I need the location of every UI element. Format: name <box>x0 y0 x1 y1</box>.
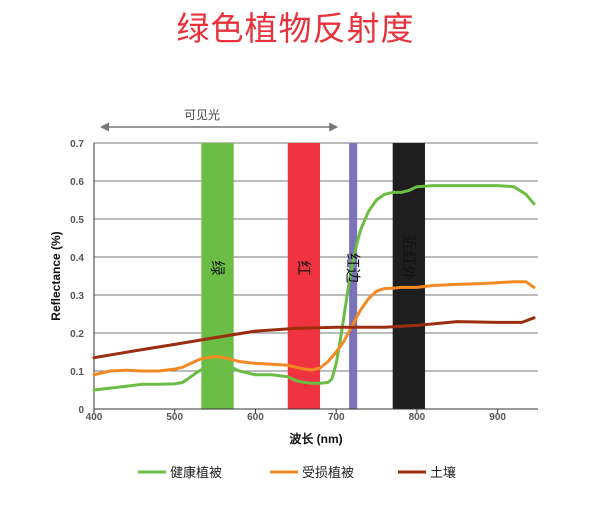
chart-title: 绿色植物反射度 <box>176 9 415 48</box>
y-tick-label: 0.4 <box>70 253 84 264</box>
legend: 健康植被 受损植被 土壤 <box>138 465 456 481</box>
y-axis-label: Reflectance (%) <box>49 231 63 320</box>
series-lines <box>92 184 536 392</box>
x-tick-label: 600 <box>247 412 264 423</box>
red-edge-band <box>349 143 358 409</box>
y-tick-label: 0.1 <box>70 367 84 378</box>
visible-range-label: 可见光 <box>184 108 220 122</box>
legend-label-3: 土壤 <box>430 465 456 481</box>
x-tick-label: 500 <box>166 412 183 423</box>
visible-range-indicator: 可见光 <box>100 108 339 132</box>
y-tick-label: 0.5 <box>70 215 84 226</box>
legend-label-2: 受损植被 <box>302 466 354 481</box>
red-band <box>287 143 321 409</box>
y-tick-label: 0.7 <box>70 139 84 150</box>
x-tick-label: 700 <box>328 412 345 423</box>
red-band-label: 红 <box>295 260 313 275</box>
red-edge-band-label: 红边 <box>344 253 362 283</box>
y-tick-label: 0 <box>78 405 84 416</box>
x-axis-label: 波长 (nm) <box>289 431 342 446</box>
spectral-bands <box>201 143 425 409</box>
y-tick-label: 0.3 <box>70 291 84 302</box>
visible-range-arrow-right <box>329 122 339 132</box>
axes: 0 0.1 0.2 0.3 0.4 0.5 0.6 0.7 400 500 600 700 800 900… <box>49 139 538 446</box>
series-line-2 <box>92 280 536 377</box>
x-tick-label: 400 <box>86 412 103 423</box>
y-tick-label: 0.6 <box>70 177 84 188</box>
series-line-3 <box>92 316 536 360</box>
x-tick-label: 900 <box>489 412 506 423</box>
legend-label-1: 健康植被 <box>170 465 222 481</box>
green-band-label: 绿 <box>209 261 227 276</box>
x-tick-label: 800 <box>409 412 426 423</box>
y-tick-label: 0.2 <box>70 329 84 340</box>
series-line-1 <box>92 184 536 392</box>
visible-range-arrow-left <box>100 122 109 132</box>
band-labels: 绿 红 红边 近红外 <box>209 236 418 284</box>
nir-band-label: 近红外 <box>400 236 418 281</box>
